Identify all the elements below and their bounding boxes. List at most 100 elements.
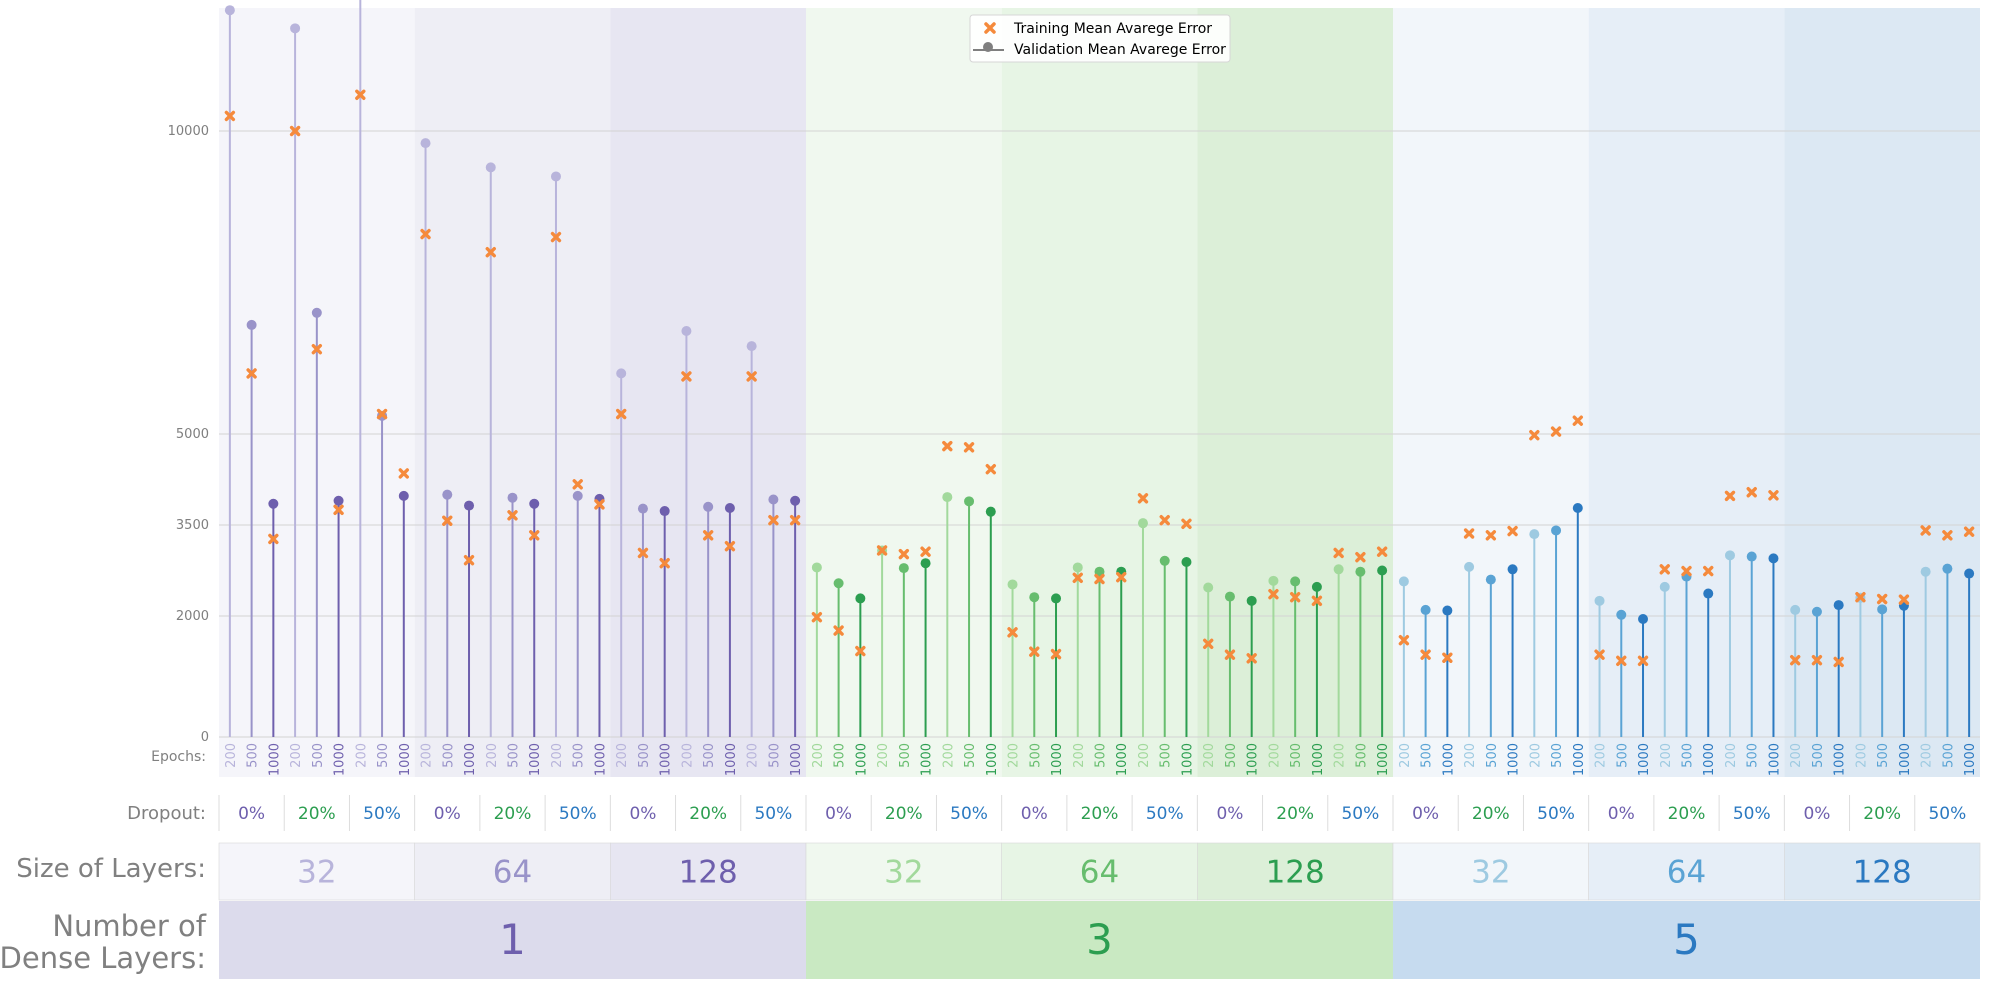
training-point <box>1616 655 1627 666</box>
training-point <box>1268 588 1279 600</box>
dropout-cell-label: 0% <box>629 804 656 824</box>
training-point <box>768 514 779 526</box>
dropout-cell-label: 50% <box>363 804 401 824</box>
epoch-tick-label: 200 <box>1789 743 1804 768</box>
training-point <box>1029 646 1040 657</box>
validation-point <box>1964 568 1975 579</box>
validation-point <box>1746 551 1757 562</box>
validation-point <box>290 23 301 34</box>
dense-layers-cell-label: 5 <box>1673 915 1700 964</box>
validation-point <box>1290 576 1301 587</box>
validation-point <box>1724 550 1735 561</box>
epoch-tick-label: 500 <box>1550 743 1565 768</box>
validation-point <box>942 492 953 503</box>
training-point <box>1485 530 1497 541</box>
training-point <box>1833 656 1844 668</box>
validation-point <box>550 171 561 182</box>
training-point <box>1594 649 1605 660</box>
training-point <box>1572 415 1583 426</box>
validation-point <box>333 495 344 506</box>
validation-point <box>833 578 844 589</box>
epoch-tick-label: 200 <box>615 743 630 768</box>
validation-point <box>659 506 670 517</box>
validation-point <box>637 503 648 514</box>
epoch-tick-label: 500 <box>963 743 978 768</box>
validation-point <box>724 503 735 514</box>
dropout-cell-label: 0% <box>825 804 852 824</box>
dropout-cell-label: 0% <box>238 804 265 824</box>
validation-stems <box>228 0 1971 737</box>
validation-point <box>311 307 322 318</box>
validation-point <box>1877 604 1888 615</box>
dense-layers-cell <box>219 901 806 979</box>
epoch-tick-label: 500 <box>1811 743 1826 768</box>
validation-point <box>855 593 866 604</box>
epoch-tick-label: 500 <box>246 743 261 768</box>
epoch-tick-label: 200 <box>680 743 695 768</box>
dropout-cell-label: 50% <box>1537 804 1575 824</box>
size-cell-label: 64 <box>493 855 532 891</box>
training-point <box>289 125 301 137</box>
validation-point <box>464 500 475 511</box>
size-cell-label: 32 <box>884 855 923 891</box>
epoch-tick-labels: 200 500 1000 200 500 1000 200 500 1000 200 500 1000… <box>224 743 1978 776</box>
size-cell-label: 128 <box>1853 855 1912 891</box>
validation-point <box>920 558 931 569</box>
training-point <box>1920 525 1931 536</box>
epoch-tick-label: 200 <box>1398 743 1413 768</box>
dropout-cell-label: 20% <box>1863 804 1901 824</box>
training-point <box>746 371 757 382</box>
epoch-tick-label: 1000 <box>1115 743 1130 776</box>
dropout-cell-label: 0% <box>1608 804 1635 824</box>
validation-point <box>746 341 757 352</box>
epoch-tick-label: 200 <box>224 743 239 768</box>
training-point <box>507 510 518 521</box>
validation-point <box>1268 575 1279 586</box>
size-cell <box>1784 842 1981 901</box>
validation-point <box>507 492 518 503</box>
epochs-row-label: Epochs: <box>151 749 206 765</box>
dropout-cell-label: 20% <box>494 804 532 824</box>
size-cell <box>805 842 1002 901</box>
epoch-tick-label: 500 <box>1941 743 1956 768</box>
training-point <box>659 558 670 569</box>
epoch-tick-label: 200 <box>420 743 435 768</box>
dropout-cell-label: 0% <box>1803 804 1830 824</box>
legend-box <box>969 14 1231 63</box>
legend-validation-label: Validation Mean Avarege Error <box>1014 42 1226 58</box>
epoch-tick-label: 1000 <box>398 743 413 776</box>
size-cell-label: 32 <box>1471 855 1510 891</box>
training-point <box>1876 593 1888 605</box>
epoch-tick-label: 1000 <box>1441 743 1456 776</box>
validation-point <box>1159 555 1170 566</box>
validation-point <box>768 494 779 505</box>
validation-point <box>1811 606 1822 617</box>
epoch-tick-label: 200 <box>1137 743 1152 768</box>
epoch-tick-label: 1000 <box>724 743 739 776</box>
dropout-cell-label: 0% <box>1021 804 1048 824</box>
legend-training-label: Training Mean Avarege Error <box>1013 21 1212 37</box>
validation-point <box>1551 525 1562 536</box>
training-point <box>1420 649 1431 660</box>
dense-row-label-line1: Number of <box>52 909 206 943</box>
epoch-tick-label: 200 <box>550 743 565 768</box>
training-point <box>963 442 975 453</box>
training-point <box>920 546 931 557</box>
epoch-tick-label: 1000 <box>920 743 935 776</box>
validation-point <box>485 162 496 173</box>
dense-layers-cell-label: 1 <box>499 915 526 964</box>
epoch-tick-label: 1000 <box>1311 743 1326 776</box>
validation-point <box>1333 564 1344 575</box>
dense-row-label-line2: Dense Layers: <box>0 941 206 975</box>
training-point <box>1116 571 1127 583</box>
dropout-cell-label: 20% <box>689 804 727 824</box>
epoch-tick-label: 200 <box>1594 743 1609 768</box>
epoch-tick-label: 200 <box>876 743 891 768</box>
epoch-tick-label: 500 <box>1028 743 1043 768</box>
training-point <box>550 231 562 243</box>
size-cell <box>1392 842 1589 901</box>
epoch-tick-label: 500 <box>1615 743 1630 768</box>
dropout-cell-label: 20% <box>1276 804 1314 824</box>
training-points <box>224 89 1975 668</box>
training-point <box>855 645 866 657</box>
